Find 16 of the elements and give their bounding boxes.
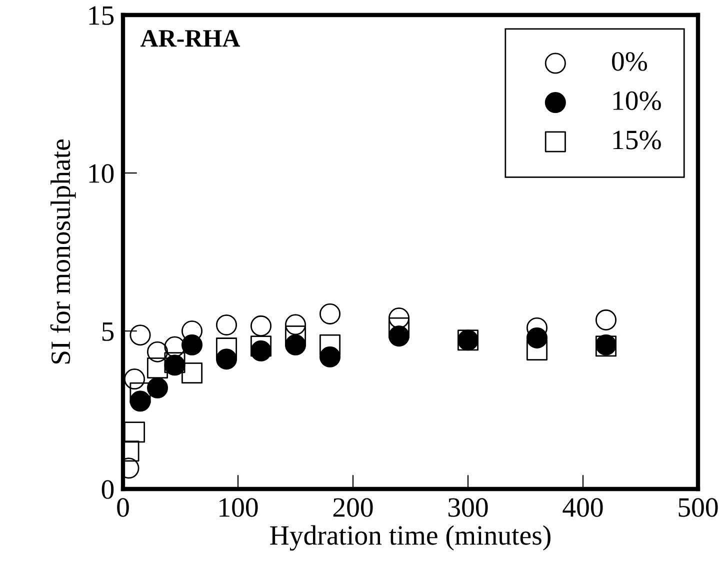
y-tick-label: 10	[89, 164, 114, 183]
x-axis-title: Hydration time (minutes)	[270, 525, 550, 551]
x-tick-label: 300	[448, 498, 488, 517]
x-tick-label: 100	[220, 498, 258, 517]
x-tick-label: 0	[117, 498, 129, 517]
legend-label: 15%	[613, 130, 661, 150]
annotation: AR-RHA	[140, 30, 240, 47]
legend-label: 0%	[612, 52, 648, 71]
x-tick-label: 200	[333, 498, 373, 517]
y-axis-title: SI for monosulphate	[50, 140, 76, 364]
y-tick-label: 5	[102, 322, 114, 341]
x-tick-label: 400	[562, 498, 603, 517]
y-tick-label: 0	[102, 480, 114, 499]
legend-label: 10%	[613, 91, 661, 110]
y-tick-label: 15	[89, 6, 114, 25]
x-tick-label: 500	[678, 498, 718, 517]
